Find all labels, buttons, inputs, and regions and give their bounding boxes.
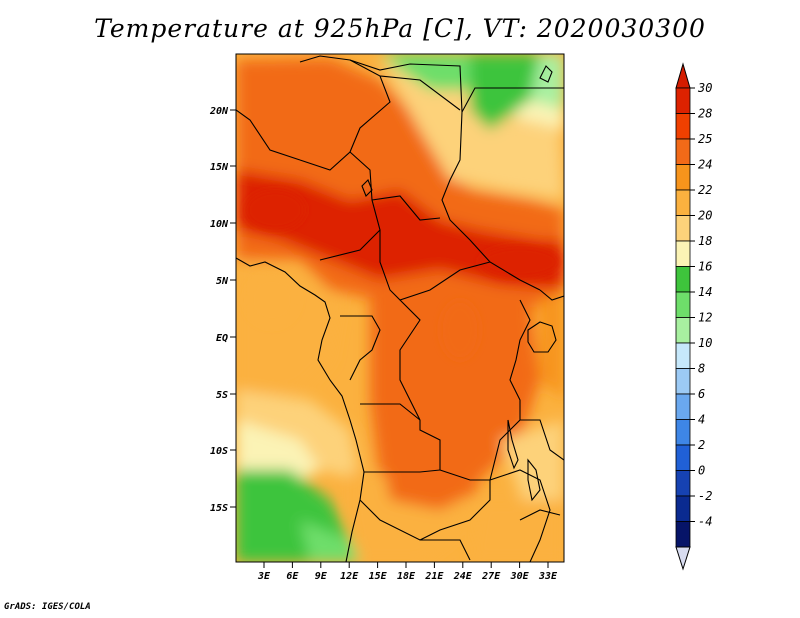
colorbar-level-label: -2: [698, 489, 712, 503]
lon-tick-label: 27E: [481, 571, 501, 582]
lon-tick-label: 24E: [453, 571, 473, 582]
colorbar-swatch: [675, 368, 691, 395]
colorbar-level-label: 14: [698, 285, 712, 299]
colorbar-swatch: [675, 189, 691, 216]
lon-tick-label: 9E: [315, 571, 328, 582]
lon-tick-label: 33E: [538, 571, 558, 582]
temperature-field: [236, 54, 564, 562]
colorbar-swatch: [675, 444, 691, 471]
lat-tick-label: 10N: [210, 219, 229, 230]
lakes: [361, 65, 557, 502]
colorbar-top-arrow: [675, 62, 691, 89]
colorbar-level-label: 28: [698, 107, 712, 121]
lon-tick-label: 30E: [510, 571, 530, 582]
colorbar-swatch: [675, 342, 691, 369]
lon-tick-label: 21E: [424, 571, 444, 582]
colorbar-swatch: [675, 393, 691, 420]
colorbar-level-label: 18: [698, 234, 712, 248]
map-frame: [235, 53, 565, 563]
grads-credit: GrADS: IGES/COLA: [4, 602, 91, 612]
lon-tick-label: 12E: [340, 571, 359, 582]
colorbar-swatch: [675, 291, 691, 318]
country-borders: [236, 55, 564, 562]
colorbar-level-label: -4: [698, 515, 712, 529]
colorbar-swatch: [675, 470, 691, 497]
colorbar-swatch: [675, 240, 691, 267]
colorbar-bottom-arrow: [675, 546, 691, 571]
lat-tick-label: 15N: [210, 162, 229, 173]
colorbar-level-label: 20: [698, 209, 712, 223]
lat-tick-label: 10S: [210, 446, 228, 457]
colorbar-level-label: 22: [698, 183, 712, 197]
colorbar-level-label: 16: [698, 260, 712, 274]
lon-tick-label: 18E: [397, 571, 416, 582]
colorbar-level-label: 25: [698, 132, 712, 146]
colorbar-level-label: 30: [697, 81, 712, 95]
colorbar-level-label: 6: [698, 387, 705, 401]
colorbar-swatch: [675, 317, 691, 344]
colorbar-swatch: [675, 215, 691, 242]
lon-tick-label: 3E: [257, 571, 271, 582]
colorbar-swatch: [675, 495, 691, 522]
lat-tick-label: 5S: [216, 390, 228, 401]
colorbar-level-label: 2: [698, 438, 705, 452]
colorbar-level-label: 4: [698, 413, 705, 427]
colorbar-swatch: [675, 419, 691, 446]
colorbar-swatch: [675, 113, 691, 140]
colorbar-swatch: [675, 87, 691, 114]
lat-tick-label: EQ: [216, 333, 228, 344]
map-axes: 20N 15N 10N 5N EQ 5S 10S 15S 3E 6E 9E 12E 15E 18E 21E 2…: [209, 106, 558, 582]
colorbar-level-label: 10: [698, 336, 712, 350]
colorbar-swatch: [675, 164, 691, 191]
colorbar-level-label: 0: [698, 464, 705, 478]
colorbar-level-label: 24: [698, 158, 712, 172]
lat-tick-label: 5N: [216, 276, 229, 287]
colorbar-swatch: [675, 138, 691, 165]
lat-tick-label: 15S: [210, 503, 228, 514]
colorbar-swatch: [675, 266, 691, 293]
lon-tick-label: 15E: [369, 571, 388, 582]
colorbar-swatch: [675, 521, 691, 548]
colorbar-level-label: 8: [698, 362, 705, 376]
colorbar-level-label: 12: [698, 311, 712, 325]
lat-tick-label: 20N: [209, 106, 229, 117]
map-title: Temperature at 925hPa [C], VT: 202003030…: [94, 14, 706, 43]
lon-tick-label: 6E: [286, 571, 299, 582]
